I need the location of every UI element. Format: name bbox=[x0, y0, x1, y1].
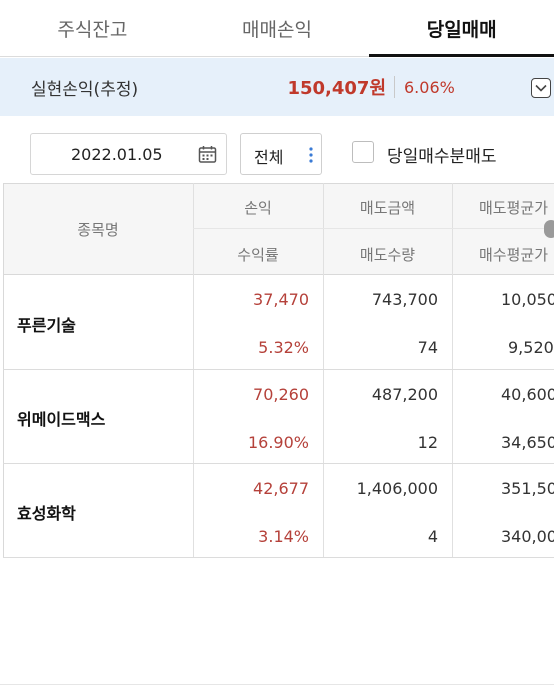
header-sell-amount: 매도금액 bbox=[359, 199, 416, 217]
chevron-down-icon[interactable] bbox=[531, 78, 551, 98]
date-picker[interactable]: 2022.01.05 bbox=[30, 133, 227, 175]
buy-avg-value: 34,650 bbox=[501, 433, 554, 452]
profit-value: 42,677 bbox=[253, 479, 309, 498]
rate-value: 16.90% bbox=[247, 433, 309, 452]
profit-value: 70,260 bbox=[253, 385, 309, 404]
summary-amount: 150,407원 bbox=[287, 78, 386, 99]
summary-label: 실현손익(추정) bbox=[31, 79, 139, 100]
rate-value: 3.14% bbox=[258, 527, 309, 546]
header-buy-avg: 매수평균가 bbox=[479, 246, 549, 264]
sell-avg-value: 40,600 bbox=[501, 385, 554, 404]
header-sell-qty: 매도수량 bbox=[359, 246, 416, 264]
header-profit: 손익 bbox=[244, 199, 272, 217]
sell-amount-value: 1,406,000 bbox=[356, 479, 438, 498]
header-sell-avg: 매도평균가 bbox=[479, 199, 549, 217]
rate-value: 5.32% bbox=[258, 338, 309, 357]
stock-name: 푸른기술 bbox=[17, 316, 76, 335]
header-stock-name: 종목명 bbox=[77, 221, 119, 239]
tab-stock-balance[interactable]: 주식잔고 bbox=[57, 18, 128, 41]
market-select-value: 전체 bbox=[254, 148, 284, 167]
sell-amount-value: 743,700 bbox=[371, 290, 438, 309]
date-value: 2022.01.05 bbox=[71, 145, 163, 164]
scroll-handle[interactable] bbox=[544, 220, 554, 238]
realized-profit-summary: 실현손익(추정) 150,407원 6.06% bbox=[0, 58, 554, 116]
buy-avg-value: 340,000 bbox=[501, 527, 554, 546]
tab-bar: 주식잔고 매매손익 당일매매 bbox=[0, 0, 554, 57]
same-day-sell-label[interactable]: 당일매수분매도 bbox=[387, 147, 497, 167]
sell-avg-value: 10,050 bbox=[501, 290, 554, 309]
sell-amount-value: 487,200 bbox=[371, 385, 438, 404]
profit-value: 37,470 bbox=[253, 290, 309, 309]
table-header bbox=[3, 183, 554, 275]
header-rate: 수익률 bbox=[237, 246, 279, 264]
sell-qty-value: 4 bbox=[427, 527, 438, 546]
sell-qty-value: 74 bbox=[417, 338, 438, 357]
stock-name: 위메이드맥스 bbox=[17, 410, 106, 429]
sell-qty-value: 12 bbox=[417, 433, 438, 452]
tab-trading-profit[interactable]: 매매손익 bbox=[242, 18, 312, 41]
vertical-dots-icon bbox=[309, 147, 313, 163]
same-day-sell-checkbox[interactable] bbox=[352, 141, 374, 163]
sell-avg-value: 351,500 bbox=[501, 479, 554, 498]
calendar-icon bbox=[198, 146, 217, 163]
stock-name: 효성화학 bbox=[17, 504, 76, 523]
tab-today-trading[interactable]: 당일매매 bbox=[369, 0, 554, 57]
summary-divider bbox=[394, 76, 395, 98]
market-select[interactable]: 전체 bbox=[240, 133, 322, 175]
summary-rate: 6.06% bbox=[404, 77, 455, 97]
buy-avg-value: 9,520 bbox=[508, 338, 554, 357]
